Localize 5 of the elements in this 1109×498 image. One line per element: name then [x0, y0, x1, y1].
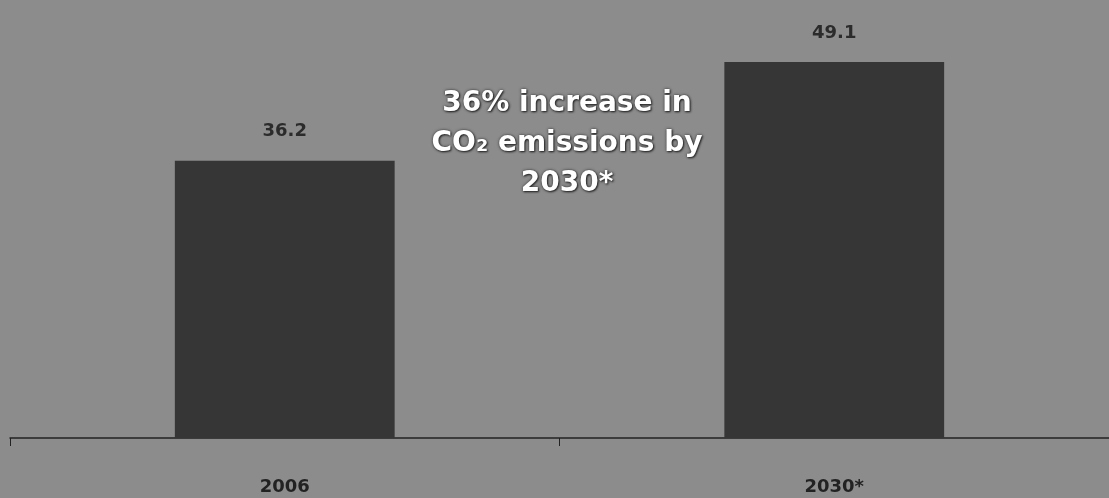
x-tick-label: 2006: [259, 474, 310, 496]
data-label: 49.1: [812, 20, 857, 42]
x-tick-label: 2030*: [804, 474, 865, 496]
annotation: 36% increase in CO₂ emissions by 2030*: [430, 84, 704, 200]
data-label: 36.2: [262, 119, 307, 141]
